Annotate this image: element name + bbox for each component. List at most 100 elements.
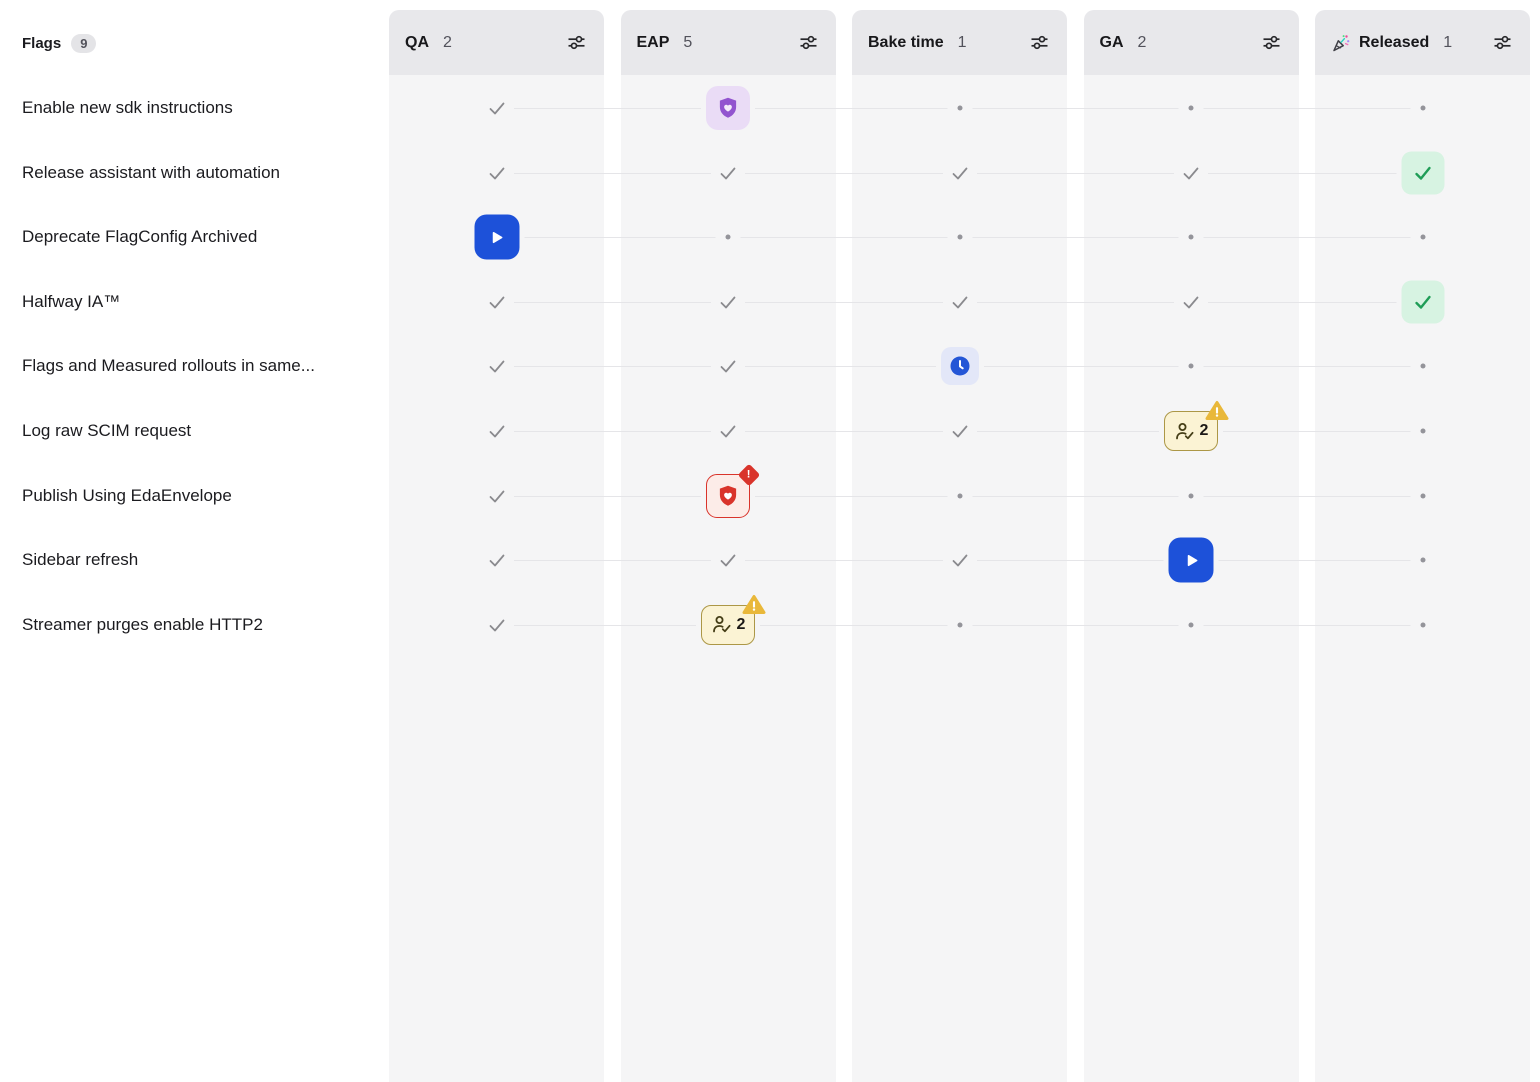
stage-cell <box>942 290 977 313</box>
stage-cell <box>479 97 514 119</box>
stage-cell <box>942 420 977 442</box>
stage-pending-dot <box>957 105 962 111</box>
stage-cell <box>1396 280 1449 324</box>
stage-check-icon <box>720 167 736 179</box>
stage-cell <box>1410 493 1435 499</box>
stage-cell <box>479 290 514 313</box>
column-title: Released <box>1359 33 1430 51</box>
sliders-icon <box>568 35 585 50</box>
sliders-icon <box>800 35 816 50</box>
stage-check-icon <box>1183 167 1199 179</box>
flags-title: Flags <box>22 34 62 52</box>
party-popper-icon <box>1333 34 1350 51</box>
bake-time-clock-badge[interactable] <box>940 347 979 386</box>
stage-cell <box>479 549 514 572</box>
flag-name[interactable]: Publish Using EdaEnvelope <box>22 485 232 505</box>
stage-check-icon <box>489 102 504 115</box>
column-count: 2 <box>1137 33 1147 51</box>
stage-pending-dot <box>725 234 731 240</box>
play-icon <box>492 231 503 243</box>
stage-pending-dot <box>1188 363 1194 369</box>
shield-heart-icon <box>719 485 737 506</box>
column-title: QA <box>405 33 429 51</box>
flag-name[interactable]: Flags and Measured rollouts in same... <box>22 356 315 376</box>
column-body-eap <box>620 75 836 1082</box>
stage-check-icon <box>952 167 967 179</box>
stage-cell <box>1410 363 1435 369</box>
released-check-badge[interactable] <box>1401 280 1444 324</box>
flags-count-badge: 9 <box>71 33 97 53</box>
column-filter-button[interactable] <box>1491 33 1514 52</box>
column-filter-button[interactable] <box>1260 33 1283 52</box>
stage-cell <box>711 290 745 313</box>
flag-name[interactable]: Release assistant with automation <box>22 162 280 182</box>
stage-pending-dot <box>1420 234 1425 240</box>
warning-triangle-icon <box>742 594 766 614</box>
play-icon <box>1187 554 1197 566</box>
stage-cell: ! <box>701 463 761 518</box>
flag-name[interactable]: Enable new sdk instructions <box>22 98 233 117</box>
stage-pending-dot <box>1420 105 1425 111</box>
stage-check-icon <box>720 554 736 567</box>
stage-cell <box>942 549 977 572</box>
approvals-badge[interactable]: 2 <box>701 594 766 645</box>
stage-check-icon <box>952 425 967 438</box>
column-header-qa: QA 2 <box>389 10 604 75</box>
column-count: 1 <box>957 33 967 51</box>
warning-triangle-icon <box>1205 401 1229 420</box>
flag-name[interactable]: Sidebar refresh <box>22 550 139 570</box>
stage-cell <box>711 355 745 378</box>
approvals-badge[interactable]: 2 <box>1164 401 1229 451</box>
column-title: EAP <box>636 33 670 51</box>
column-header-released: Released 1 <box>1315 10 1530 75</box>
column-filter-button[interactable] <box>1028 33 1051 52</box>
column-header-ga: GA 2 <box>1083 10 1299 75</box>
stage-check-icon <box>952 554 967 567</box>
stage-cell <box>715 234 741 240</box>
stage-pending-dot <box>1420 493 1425 499</box>
stage-cell <box>479 613 514 636</box>
rollout-play-button[interactable] <box>474 214 519 260</box>
guarded-rollout-badge[interactable] <box>706 86 750 130</box>
released-check-icon <box>1414 166 1431 180</box>
column-title: GA <box>1099 33 1124 51</box>
stage-cell <box>1178 105 1204 111</box>
stage-cell <box>1410 557 1435 563</box>
guarded-rollout-alert-badge[interactable]: ! <box>706 463 761 518</box>
stage-cell <box>1178 363 1204 369</box>
stage-check-icon <box>489 296 504 309</box>
flag-name[interactable]: Deprecate FlagConfig Archived <box>22 227 258 247</box>
flags-header: Flags 9 <box>22 31 97 55</box>
stage-cell <box>1410 234 1435 240</box>
column-count: 1 <box>1443 33 1453 51</box>
stage-cell <box>1174 290 1208 313</box>
stage-pending-dot <box>1188 234 1194 240</box>
stage-cell <box>479 420 514 442</box>
flag-name[interactable]: Streamer purges enable HTTP2 <box>22 614 263 634</box>
stage-cell <box>469 214 524 260</box>
rollout-play-button[interactable] <box>1168 537 1214 583</box>
column-filter-button[interactable] <box>565 33 588 52</box>
flag-name[interactable]: Log raw SCIM request <box>22 421 192 440</box>
column-count: 2 <box>443 33 452 51</box>
stage-check-icon <box>720 425 736 438</box>
column-filter-button[interactable] <box>797 33 820 52</box>
sliders-icon <box>1031 35 1048 50</box>
stage-cell <box>479 161 514 184</box>
flag-name[interactable]: Halfway IA™ <box>22 291 121 311</box>
stage-cell <box>1178 622 1204 628</box>
released-check-badge[interactable] <box>1401 151 1444 195</box>
stage-pending-dot <box>1420 428 1425 434</box>
column-body-bake-time <box>852 75 1067 1082</box>
approvals-count: 2 <box>1199 422 1209 439</box>
stage-cell <box>1410 105 1435 111</box>
clock-icon <box>950 356 969 376</box>
stage-cell <box>479 484 514 507</box>
person-check-icon <box>712 616 731 633</box>
stage-pending-dot <box>957 622 962 628</box>
stage-pending-dot <box>1420 622 1425 628</box>
approvals-count: 2 <box>736 615 746 633</box>
stage-check-icon <box>489 490 504 502</box>
column-header-eap: EAP 5 <box>620 10 836 75</box>
